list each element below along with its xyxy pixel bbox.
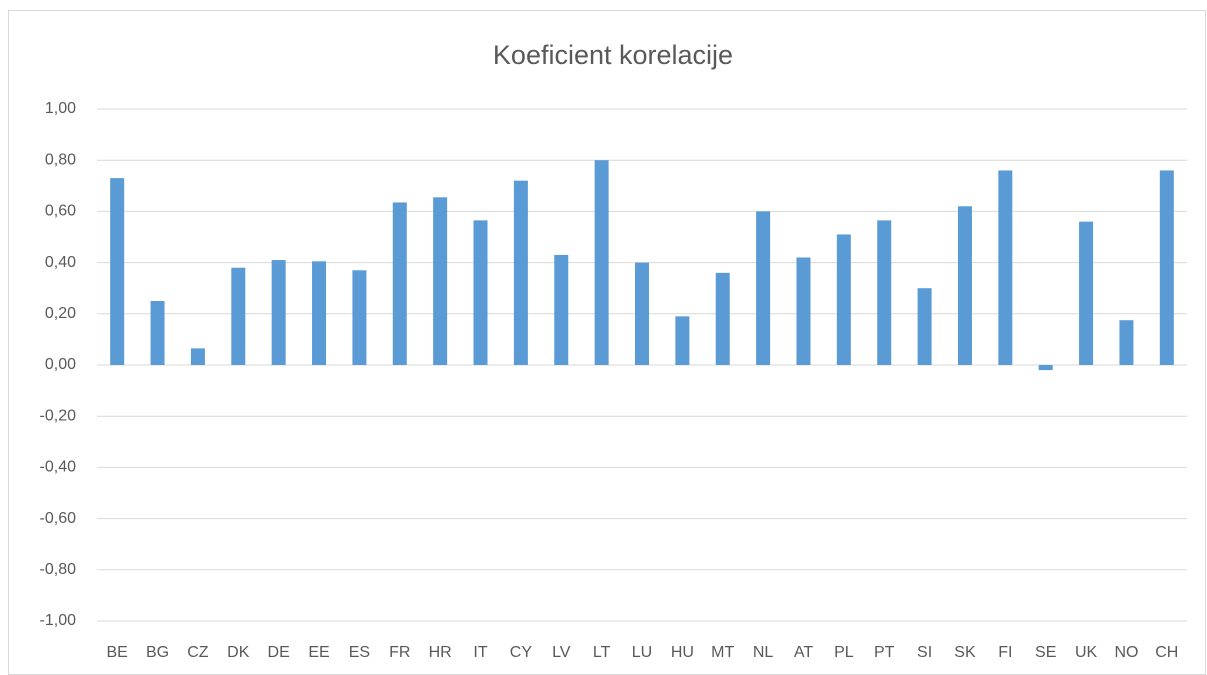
x-tick-label: LV: [552, 644, 571, 661]
x-tick-label: SK: [954, 644, 976, 661]
bar: [796, 257, 811, 365]
bar: [877, 220, 892, 365]
bar: [917, 288, 932, 365]
x-tick-label: CH: [1155, 644, 1178, 661]
bar: [1159, 170, 1174, 365]
chart-title: Koeficient korelacije: [493, 40, 733, 70]
y-tick-label: -0,80: [40, 561, 77, 578]
x-tick-label: CZ: [187, 644, 209, 661]
x-tick-label: LU: [632, 644, 652, 661]
y-tick-label: 0,20: [45, 305, 76, 322]
x-tick-label: PL: [834, 644, 854, 661]
x-tick-label: SI: [917, 644, 932, 661]
bar: [635, 262, 649, 365]
bar: [352, 270, 367, 365]
x-tick-label: DE: [268, 644, 290, 661]
bar: [433, 197, 448, 365]
x-tick-label: HR: [429, 644, 452, 661]
bar: [110, 178, 125, 365]
bar: [513, 180, 528, 365]
bar: [312, 261, 327, 365]
bar: [392, 202, 407, 365]
bar: [1119, 320, 1134, 365]
y-tick-label: 0,60: [45, 203, 76, 220]
x-tick-label: LT: [593, 644, 611, 661]
x-tick-label: UK: [1075, 644, 1098, 661]
x-tick-label: CY: [510, 644, 533, 661]
y-tick-label: -0,60: [40, 510, 77, 527]
bar: [836, 234, 851, 365]
x-tick-label: MT: [711, 644, 734, 661]
bar: [998, 170, 1013, 365]
bar: [554, 254, 569, 365]
bar: [1038, 365, 1053, 371]
x-tick-label: NO: [1114, 644, 1138, 661]
bar: [594, 160, 609, 365]
bar: [150, 301, 165, 365]
x-tick-label: SE: [1035, 644, 1056, 661]
x-tick-label: DK: [227, 644, 250, 661]
bar: [473, 220, 488, 365]
bar: [675, 316, 690, 365]
y-tick-label: 1,00: [45, 100, 76, 117]
x-tick-label: EE: [308, 644, 329, 661]
x-tick-label: ES: [349, 644, 370, 661]
bar: [190, 348, 205, 365]
x-tick-label: FI: [998, 644, 1012, 661]
y-tick-label: -0,20: [40, 407, 77, 424]
x-tick-label: NL: [753, 644, 774, 661]
x-tick-label: BE: [107, 644, 128, 661]
x-tick-label: PT: [874, 644, 895, 661]
bar: [957, 206, 972, 365]
bar: [715, 272, 730, 365]
x-tick-label: BG: [146, 644, 169, 661]
bar: [271, 260, 286, 365]
bar: [231, 267, 246, 365]
bar: [756, 211, 771, 365]
y-tick-label: 0,40: [45, 254, 76, 271]
x-tick-label: AT: [794, 644, 813, 661]
y-tick-label: -0,40: [40, 459, 77, 476]
bar: [1079, 221, 1094, 365]
x-tick-label: HU: [671, 644, 694, 661]
x-tick-label: FR: [389, 644, 410, 661]
y-tick-label: -1,00: [40, 612, 77, 629]
x-tick-label: IT: [473, 644, 487, 661]
y-tick-label: 0,00: [45, 356, 76, 373]
y-tick-label: 0,80: [45, 151, 76, 168]
